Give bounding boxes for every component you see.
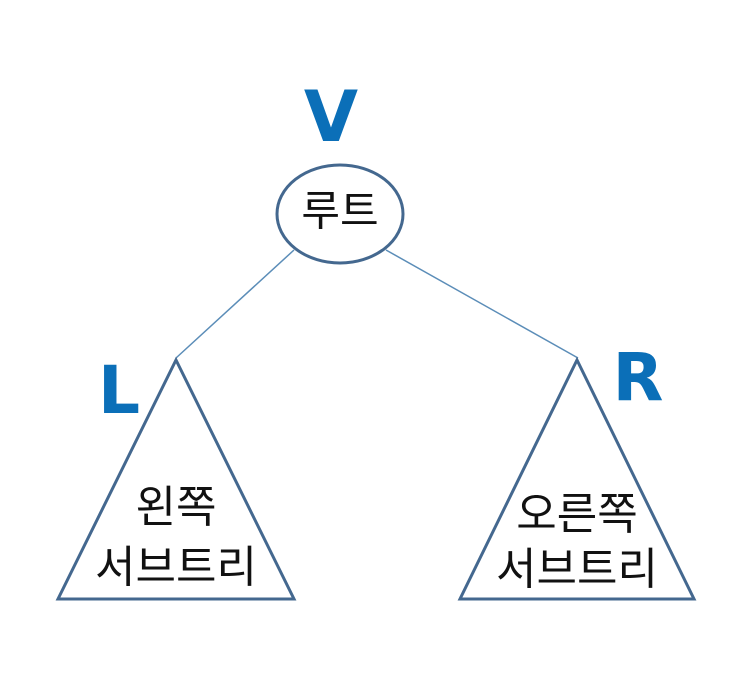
left-subtree-label-line1: 왼쪽 xyxy=(136,482,217,533)
edge-root-left xyxy=(175,249,295,359)
left-subtree-triangle xyxy=(55,356,297,601)
root-node xyxy=(275,163,405,265)
right-letter: R xyxy=(613,339,664,416)
left-letter: L xyxy=(98,352,140,429)
right-subtree-label-line2: 서브트리 xyxy=(496,544,658,595)
left-subtree-label-line2: 서브트리 xyxy=(95,542,257,593)
root-letter: V xyxy=(304,76,358,158)
right-subtree-label-line1: 오른쪽 xyxy=(516,489,637,540)
right-subtree-triangle xyxy=(457,356,697,601)
root-label: 루트 xyxy=(301,187,378,236)
edge-root-right xyxy=(385,249,579,359)
